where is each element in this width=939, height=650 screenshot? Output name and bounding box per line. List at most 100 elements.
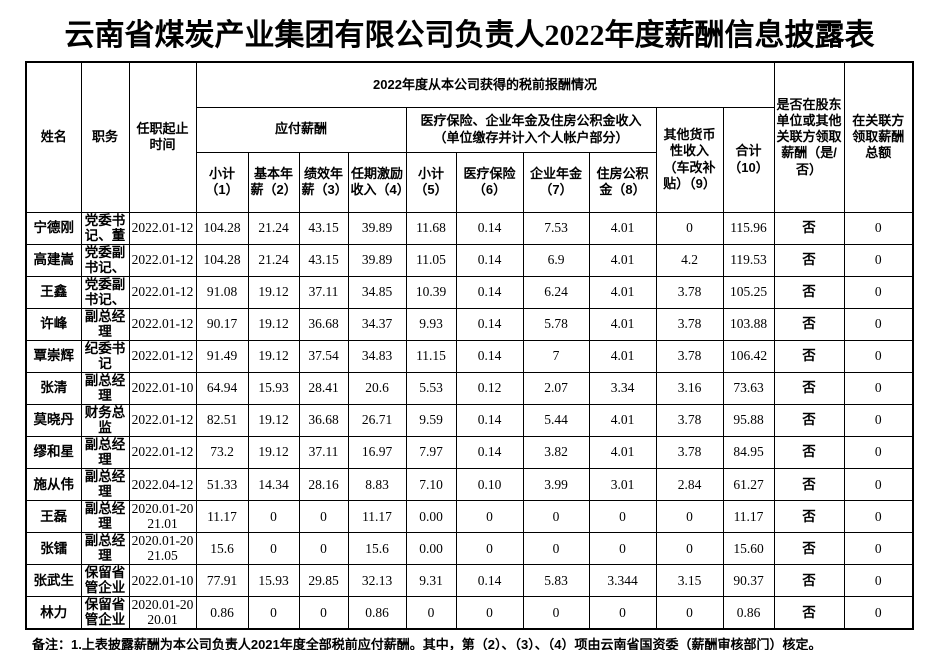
cell: 2022.01-12 [128, 403, 197, 437]
cell: 9.59 [405, 403, 457, 437]
cell: 7.53 [522, 211, 590, 245]
cell: 37.54 [298, 339, 349, 373]
cell: 3.15 [655, 563, 724, 597]
cell: 保留省管企业 [80, 563, 130, 597]
cell: 119.53 [722, 243, 775, 277]
cell: 0 [843, 435, 914, 469]
cell: 34.83 [347, 339, 407, 373]
cell: 5.44 [522, 403, 590, 437]
cell: 19.12 [247, 403, 300, 437]
col-header-related-amount: 在关联方领取薪酬总额 [843, 61, 914, 213]
cell: 0 [843, 467, 914, 501]
cell: 0 [843, 211, 914, 245]
cell: 39.89 [347, 211, 407, 245]
cell: 2022.01-10 [128, 563, 197, 597]
cell: 2022.01-12 [128, 211, 197, 245]
col-header-subtotal-5: 小计（5） [405, 151, 457, 213]
cell: 2022.01-10 [128, 371, 197, 405]
cell: 15.6 [195, 531, 249, 565]
cell: 否 [773, 531, 845, 565]
cell: 14.34 [247, 467, 300, 501]
cell: 9.31 [405, 563, 457, 597]
cell: 0.86 [347, 595, 407, 630]
cell: 3.78 [655, 435, 724, 469]
cell: 90.17 [195, 307, 249, 341]
cell: 16.97 [347, 435, 407, 469]
cell: 0 [298, 595, 349, 630]
cell: 0.14 [455, 243, 524, 277]
cell: 84.95 [722, 435, 775, 469]
table-header: 姓名 职务 任职起止时间 2022年度从本公司获得的税前报酬情况 是否在股东单位… [25, 61, 914, 213]
footnote-line: 备注：1.上表披露薪酬为本公司负责人2021年度全部税前应付薪酬。其中，第（2）… [32, 636, 822, 650]
col-header-term: 任职起止时间 [128, 61, 197, 213]
cell: 否 [773, 435, 845, 469]
cell: 0 [588, 531, 657, 565]
table-row: 林力 保留省管企业 2020.01-2020.01 0.86 0 0 0.86 0 0 0 0 0 0.… [25, 595, 914, 630]
name-cell: 王磊 [25, 499, 82, 533]
name-cell: 覃崇辉 [25, 339, 82, 373]
cell: 106.42 [722, 339, 775, 373]
col-header-total: 合计（10） [722, 106, 775, 213]
cell: 0 [843, 563, 914, 597]
table-row: 覃崇辉 纪委书记 2022.01-12 91.49 19.12 37.54 34.83 11.… [25, 339, 914, 373]
cell: 3.78 [655, 307, 724, 341]
table-row: 高建嵩 党委副书记、 2022.01-12 104.28 21.24 43.15 39.89… [25, 243, 914, 277]
cell: 0 [655, 499, 724, 533]
cell: 4.01 [588, 275, 657, 309]
cell: 2022.01-12 [128, 435, 197, 469]
cell: 11.17 [347, 499, 407, 533]
cell: 4.01 [588, 435, 657, 469]
table-row: 张武生 保留省管企业 2022.01-10 77.91 15.93 29.85 32.13 9… [25, 563, 914, 597]
cell: 91.08 [195, 275, 249, 309]
cell: 0 [455, 499, 524, 533]
cell: 2022.01-12 [128, 243, 197, 277]
cell: 64.94 [195, 371, 249, 405]
cell: 副总经理 [80, 435, 130, 469]
cell: 9.93 [405, 307, 457, 341]
cell: 0.86 [195, 595, 249, 630]
cell: 3.78 [655, 275, 724, 309]
cell: 否 [773, 243, 845, 277]
cell: 5.53 [405, 371, 457, 405]
cell: 6.9 [522, 243, 590, 277]
name-cell: 施从伟 [25, 467, 82, 501]
table-body: 宁德刚 党委书记、董 2022.01-12 104.28 21.24 43.15 39.89… [25, 211, 914, 630]
cell: 0 [247, 531, 300, 565]
cell: 3.82 [522, 435, 590, 469]
cell: 3.34 [588, 371, 657, 405]
cell: 39.89 [347, 243, 407, 277]
cell: 5.83 [522, 563, 590, 597]
cell: 28.16 [298, 467, 349, 501]
cell: 21.24 [247, 243, 300, 277]
cell: 否 [773, 499, 845, 533]
cell: 0 [843, 339, 914, 373]
cell: 7 [522, 339, 590, 373]
cell: 19.12 [247, 307, 300, 341]
cell: 37.11 [298, 275, 349, 309]
cell: 43.15 [298, 243, 349, 277]
cell: 7.10 [405, 467, 457, 501]
cell: 82.51 [195, 403, 249, 437]
cell: 37.11 [298, 435, 349, 469]
cell: 29.85 [298, 563, 349, 597]
cell: 3.99 [522, 467, 590, 501]
table-row: 张镭 副总经理 2020.01-2021.05 15.6 0 0 15.6 0.00 0 0 0 0 1… [25, 531, 914, 565]
cell: 副总经理 [80, 371, 130, 405]
col-header-tenure-incentive: 任期激励收入（4） [347, 151, 407, 213]
cell: 否 [773, 211, 845, 245]
col-header-other-income: 其他货币性收入（车改补贴）（9） [655, 106, 724, 213]
cell: 104.28 [195, 211, 249, 245]
cell: 财务总监 [80, 403, 130, 437]
cell: 19.12 [247, 435, 300, 469]
cell: 19.12 [247, 339, 300, 373]
cell: 2020.01-2021.01 [128, 499, 197, 533]
table-row: 缪和星 副总经理 2022.01-12 73.2 19.12 37.11 16.97 7.97… [25, 435, 914, 469]
cell: 115.96 [722, 211, 775, 245]
salary-table: 姓名 职务 任职起止时间 2022年度从本公司获得的税前报酬情况 是否在股东单位… [25, 61, 915, 630]
cell: 2.84 [655, 467, 724, 501]
cell: 否 [773, 403, 845, 437]
cell: 0 [843, 403, 914, 437]
cell: 8.83 [347, 467, 407, 501]
cell: 0.14 [455, 435, 524, 469]
col-header-subtotal-1: 小计（1） [195, 151, 249, 213]
